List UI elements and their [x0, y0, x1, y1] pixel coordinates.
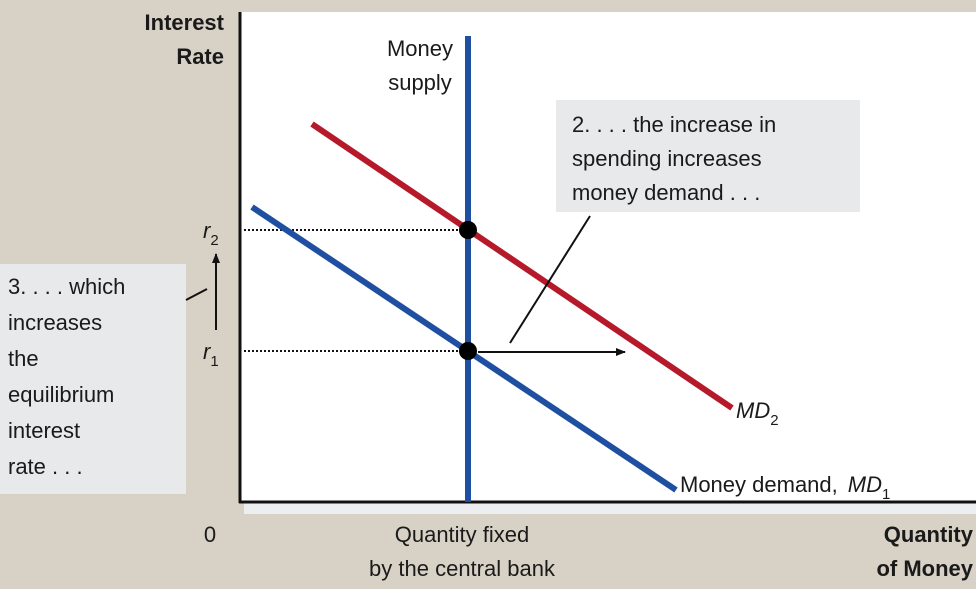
plot-area — [240, 12, 976, 502]
annotation-text: 2. . . . the increase in — [572, 112, 776, 137]
fixed-quantity-label: Quantity fixed — [395, 522, 530, 547]
annotation-box — [0, 264, 186, 494]
annotation-text: money demand . . . — [572, 180, 760, 205]
y-axis-label: Rate — [176, 44, 224, 69]
annotation-text: increases — [8, 310, 102, 335]
origin-label: 0 — [204, 522, 216, 547]
annotation-text: the — [8, 346, 39, 371]
annotation-box — [556, 100, 860, 212]
annotation-text: rate . . . — [8, 454, 83, 479]
x-axis-label: of Money — [876, 556, 973, 581]
annotation-text: equilibrium — [8, 382, 114, 407]
pointer-line — [185, 288, 208, 301]
md1-label: Money demand, MD1 — [680, 472, 890, 503]
money-supply-label: supply — [388, 70, 452, 95]
r2-label: r2 — [203, 218, 219, 249]
y-axis-label: Interest — [145, 10, 225, 35]
r1-label: r1 — [203, 339, 219, 370]
pointer-line — [509, 215, 591, 344]
annotation-text: spending increases — [572, 146, 762, 171]
money-supply-label: Money — [387, 36, 453, 61]
md2-line — [310, 121, 734, 411]
equilibrium-point — [459, 342, 477, 360]
x-axis-label: Quantity — [884, 522, 974, 547]
fixed-quantity-label: by the central bank — [369, 556, 556, 581]
annotation-text: 3. . . . which — [8, 274, 125, 299]
md2-label: MD2 — [736, 398, 779, 429]
annotation-text: interest — [8, 418, 80, 443]
equilibrium-point — [459, 221, 477, 239]
